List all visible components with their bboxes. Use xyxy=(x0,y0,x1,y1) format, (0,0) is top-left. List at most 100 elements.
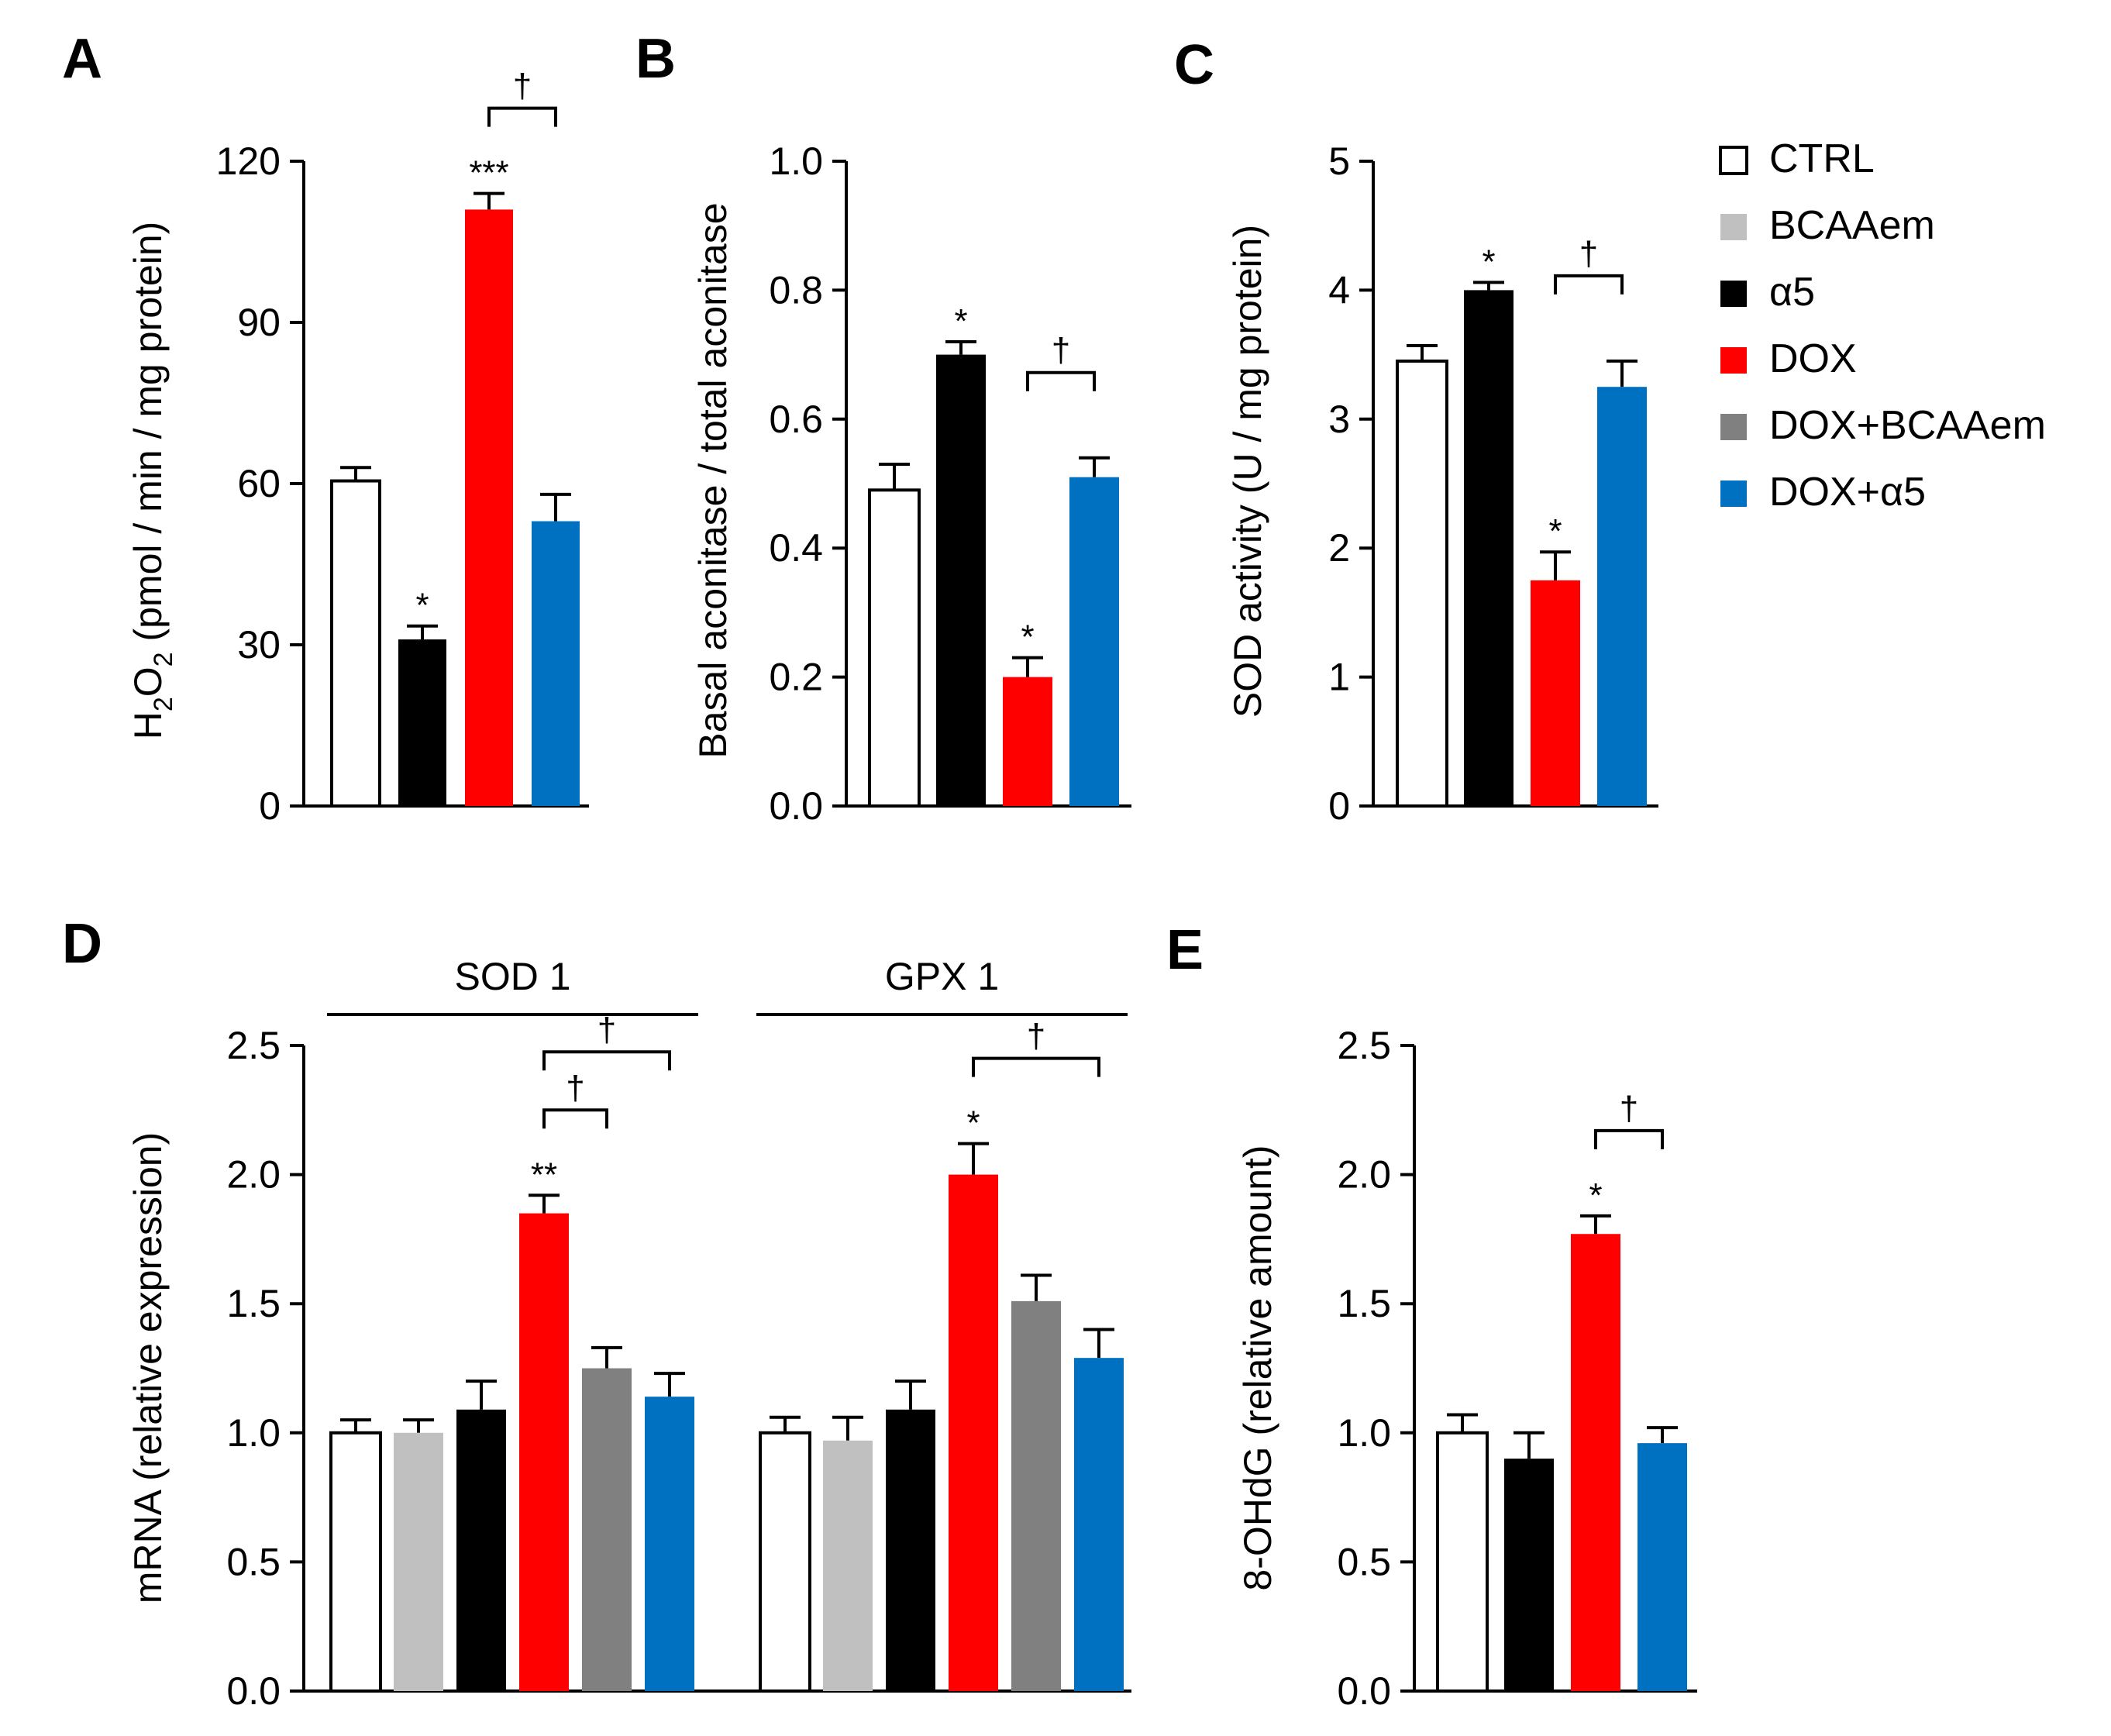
bar-dox-5 xyxy=(1074,1358,1124,1691)
y-tick-label: 2.5 xyxy=(226,1024,281,1067)
panel-letter: D xyxy=(62,913,102,975)
y-tick-label: 60 xyxy=(237,462,281,505)
legend-label: α5 xyxy=(1769,270,1815,315)
bar-dox xyxy=(1531,580,1580,806)
bar--5 xyxy=(886,1409,935,1691)
y-tick-label: 4 xyxy=(1328,268,1350,312)
y-axis-label: 8-OHdG (relative amount) xyxy=(1236,1145,1279,1590)
bar--5 xyxy=(1464,290,1514,806)
significance-mark: * xyxy=(1548,512,1562,550)
legend-label: DOX xyxy=(1769,336,1857,381)
y-tick-label: 30 xyxy=(237,623,281,666)
y-tick-label: 90 xyxy=(237,301,281,344)
significance-mark: * xyxy=(415,587,429,625)
significance-bracket xyxy=(972,1056,1100,1077)
bar--5 xyxy=(456,1409,506,1691)
significance-mark: * xyxy=(1482,243,1495,281)
y-tick-label: 0.4 xyxy=(769,526,823,570)
y-tick-label: 0 xyxy=(1328,784,1350,828)
y-axis-label-part: O xyxy=(126,666,170,697)
legend-swatch xyxy=(1720,480,1747,507)
bar-dox-5 xyxy=(532,521,580,806)
bar-dox-5 xyxy=(1637,1443,1687,1691)
y-tick-label: 5 xyxy=(1328,140,1350,183)
y-axis-label-part: (pmol / min / mg protein) xyxy=(126,222,170,653)
dagger-mark: † xyxy=(513,67,532,105)
panel-d: D 0.0 0.5 1.0 1.5 2.0 2.5 mRNA (relative expres… xyxy=(62,913,1131,1713)
y-tick-label: 0.8 xyxy=(769,268,823,312)
y-tick-label: 1.0 xyxy=(1337,1411,1391,1455)
y-axis-label: SOD activity (U / mg protein) xyxy=(1226,225,1269,718)
legend-label: BCAAem xyxy=(1769,203,1935,248)
significance-mark: *** xyxy=(469,154,508,192)
bar-dox xyxy=(519,1213,569,1691)
bar-ctrl xyxy=(330,479,381,808)
legend-swatch xyxy=(1720,414,1747,440)
y-tick-label: 0.2 xyxy=(769,656,823,699)
y-tick-label: 0 xyxy=(259,784,281,828)
significance-mark: ** xyxy=(531,1156,557,1194)
significance-bracket xyxy=(542,1108,608,1129)
bar-dox xyxy=(1571,1234,1620,1691)
significance-bracket xyxy=(1594,1128,1664,1149)
legend-swatch xyxy=(1720,347,1747,374)
bar-ctrl xyxy=(329,1431,382,1693)
y-tick-label: 120 xyxy=(216,140,281,183)
dagger-mark: † xyxy=(1027,1018,1045,1056)
panel-letter: C xyxy=(1174,34,1214,96)
y-tick-label: 1.5 xyxy=(226,1282,281,1325)
bar-dox-bcaaem xyxy=(1011,1300,1061,1691)
y-tick-label: 0.0 xyxy=(1337,1669,1391,1713)
significance-bracket xyxy=(1554,274,1624,294)
y-tick-label: 2 xyxy=(1328,526,1350,570)
y-axis-label-subscript: 2 xyxy=(149,652,178,666)
bar-dox-bcaaem xyxy=(582,1368,632,1691)
y-tick-label: 1.0 xyxy=(769,140,823,183)
bar-bcaaem xyxy=(394,1432,443,1691)
dagger-mark: † xyxy=(597,1011,616,1049)
y-axis-label: H2O2 (pmol / min / mg protein) xyxy=(126,222,178,740)
bar-ctrl xyxy=(1396,359,1448,808)
dagger-mark: † xyxy=(1052,332,1070,370)
bar-dox xyxy=(949,1174,998,1691)
panel-letter: E xyxy=(1166,919,1204,981)
bar-dox xyxy=(465,209,513,806)
legend-swatch xyxy=(1720,214,1747,240)
y-tick-label: 1.5 xyxy=(1337,1282,1391,1325)
y-tick-label: 0.5 xyxy=(226,1540,281,1583)
bar--5 xyxy=(398,639,446,806)
significance-bracket xyxy=(487,106,557,127)
significance-bracket xyxy=(1026,370,1096,391)
y-axis-label-part: H xyxy=(126,711,170,739)
y-tick-label: 0.0 xyxy=(226,1669,281,1713)
panel-letter: A xyxy=(62,28,102,90)
bar-dox-5 xyxy=(1069,477,1119,806)
bar-ctrl xyxy=(759,1431,811,1693)
bar-bcaaem xyxy=(823,1440,873,1691)
group-label: GPX 1 xyxy=(885,955,999,998)
legend-label: DOX+BCAAem xyxy=(1769,403,2046,448)
dagger-mark: † xyxy=(1620,1090,1638,1128)
significance-mark: * xyxy=(1589,1176,1602,1214)
bar-dox-5 xyxy=(1597,387,1647,806)
y-axis-label-subscript: 2 xyxy=(149,697,178,711)
significance-bracket xyxy=(542,1050,671,1071)
y-tick-label: 2.5 xyxy=(1337,1024,1391,1067)
y-tick-label: 0.0 xyxy=(769,784,823,828)
significance-mark: * xyxy=(954,302,967,340)
y-tick-label: 3 xyxy=(1328,398,1350,441)
group-label: SOD 1 xyxy=(454,955,570,998)
y-tick-label: 2.0 xyxy=(226,1153,281,1197)
panel-c: C 0 1 2 3 4 5 SOD activity (U / mg protein) * * † xyxy=(1174,34,1658,828)
y-tick-label: 2.0 xyxy=(1337,1153,1391,1197)
panel-e: E 0.0 0.5 1.0 1.5 2.0 2.5 8-OHdG (relative amou… xyxy=(1166,919,1697,1713)
bar--5 xyxy=(936,354,986,807)
significance-mark: * xyxy=(1021,618,1034,656)
bar--5 xyxy=(1504,1459,1554,1691)
bar-dox-5 xyxy=(645,1397,694,1691)
legend-label: CTRL xyxy=(1769,136,1875,181)
y-tick-label: 0.6 xyxy=(769,398,823,441)
bar-ctrl xyxy=(1436,1431,1489,1693)
